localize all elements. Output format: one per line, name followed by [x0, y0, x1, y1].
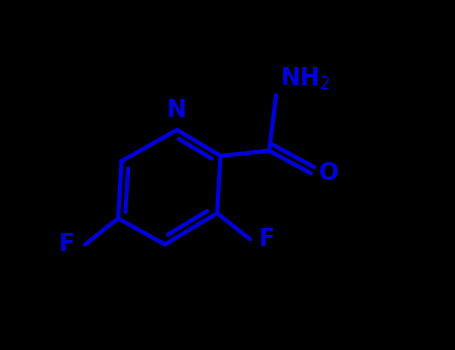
- Text: NH$_2$: NH$_2$: [279, 65, 329, 92]
- Text: F: F: [259, 226, 275, 251]
- Text: O: O: [318, 161, 339, 185]
- Text: N: N: [167, 98, 187, 122]
- Text: F: F: [59, 232, 76, 256]
